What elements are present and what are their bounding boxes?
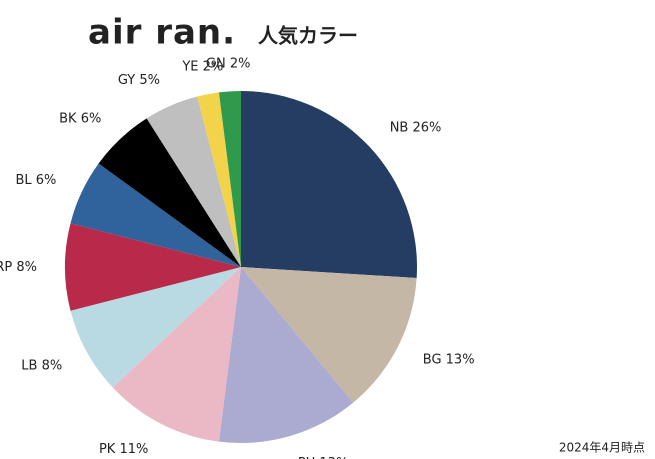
pie-slice — [70, 267, 242, 388]
slice-label: RP 8% — [0, 260, 37, 275]
annotation: 2024年4月時点 — [559, 441, 645, 455]
category-label: GY — [118, 72, 135, 87]
category-label: BG — [423, 352, 442, 367]
slice-label: GN 2% — [206, 56, 251, 71]
category-label: LB — [21, 358, 37, 373]
category-label: GN — [206, 56, 226, 71]
category-label: BK — [59, 111, 77, 126]
slice-label: PU 13% — [298, 455, 348, 459]
category-label: PU — [298, 455, 315, 459]
value-label: 13% — [319, 455, 348, 459]
category-label: RP — [0, 260, 12, 275]
value-label: 2% — [203, 59, 224, 74]
pie-slice — [65, 223, 242, 311]
pie-slice — [241, 267, 417, 403]
value-label: 6% — [81, 111, 102, 126]
slice-label: PK 11% — [99, 441, 148, 456]
slice-label: LB 8% — [21, 358, 62, 373]
chart-title: air ran. — [88, 13, 236, 53]
pie-slice — [197, 92, 241, 267]
value-label: 8% — [42, 358, 63, 373]
pie-slice — [112, 267, 241, 442]
chart-subtitle: 人気カラー — [258, 24, 358, 48]
pie-slice — [146, 96, 241, 268]
pie-slice — [241, 91, 417, 279]
slice-label: YE 2% — [181, 59, 223, 74]
value-label: 26% — [413, 120, 442, 135]
category-label: BL — [15, 173, 32, 188]
slice-label: BG 13% — [423, 352, 475, 367]
slice-label: BL 6% — [15, 173, 56, 188]
pie-slice — [98, 118, 241, 267]
value-label: 6% — [36, 173, 57, 188]
value-label: 5% — [139, 72, 160, 87]
pie-slice — [218, 91, 241, 267]
slice-label: NB 26% — [390, 120, 442, 135]
value-label: 8% — [16, 260, 37, 275]
value-label: 11% — [119, 441, 148, 456]
value-label: 2% — [230, 56, 251, 71]
category-label: PK — [99, 441, 116, 456]
pie-slice — [218, 267, 354, 443]
category-label: NB — [390, 120, 409, 135]
pie-slice — [70, 163, 242, 267]
slice-label: GY 5% — [118, 72, 160, 87]
category-label: YE — [181, 59, 198, 74]
slice-label: BK 6% — [59, 111, 101, 126]
value-label: 13% — [446, 352, 475, 367]
